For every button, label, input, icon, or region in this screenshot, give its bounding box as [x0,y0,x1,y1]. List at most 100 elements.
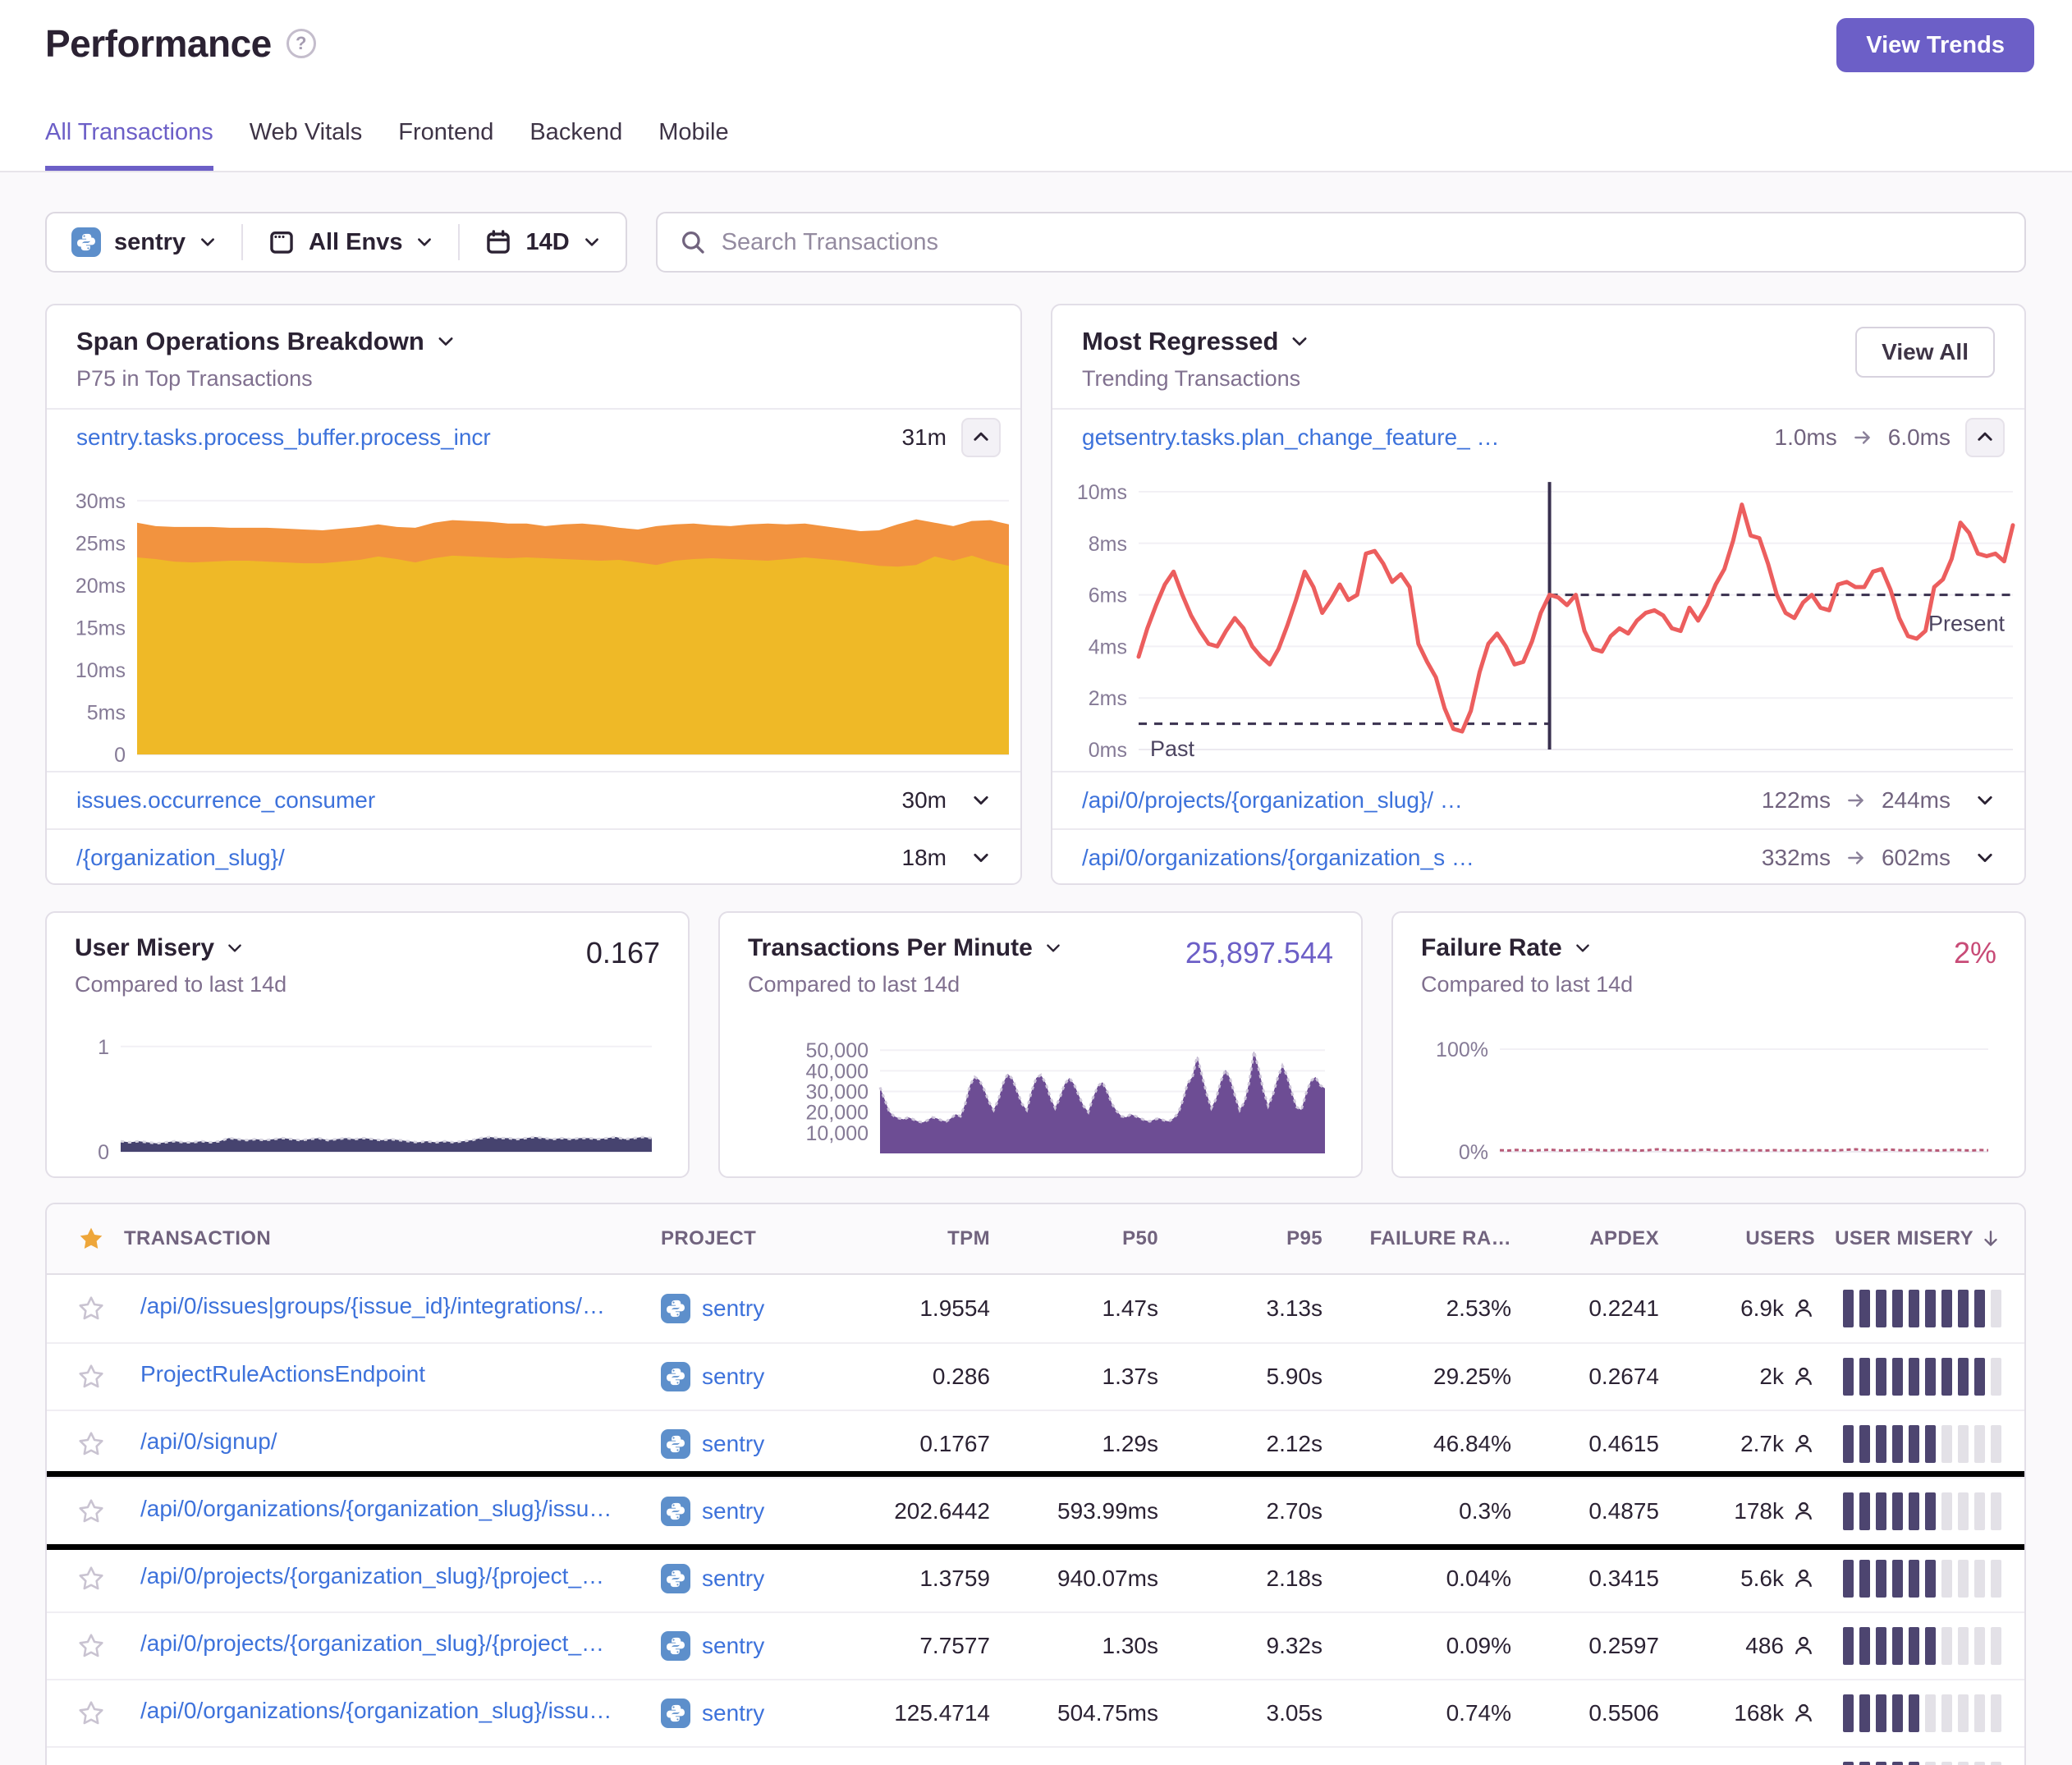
misery-bar [1859,1425,1870,1463]
span-ops-title-dropdown[interactable]: Span Operations Breakdown [76,327,456,356]
star-column-header[interactable] [58,1225,124,1253]
project-selector-label: sentry [114,228,186,255]
help-icon[interactable]: ? [286,29,316,58]
column-header-apdex[interactable]: APDEX [1589,1227,1659,1249]
misery-bar [1925,1560,1936,1598]
project-link[interactable]: sentry [702,1633,765,1658]
table-row[interactable]: /api/0/issues|groups/{issue_id}/integrat… [47,1275,2024,1342]
misery-bar [1941,1425,1952,1463]
star-toggle[interactable] [58,1295,124,1323]
column-header-users[interactable]: USERS [1745,1227,1815,1249]
tab-all-transactions[interactable]: All Transactions [45,119,213,171]
apdex-cell: 0.4875 [1588,1498,1659,1524]
regression-link[interactable]: /api/0/organizations/{organization_s … [1082,845,1474,870]
transaction-link[interactable]: /api/0/organizations/{organization_slug}… [140,1697,612,1723]
expand-button[interactable] [1965,781,2005,820]
project-link[interactable]: sentry [702,1700,765,1726]
users-cell: 178k [1659,1498,1815,1524]
star-toggle[interactable] [58,1565,124,1593]
chevron-up-icon [974,432,988,441]
column-header-p95[interactable]: P95 [1286,1227,1323,1249]
project-selector[interactable]: sentry [47,224,241,260]
project-link[interactable]: sentry [702,1566,765,1591]
view-trends-button[interactable]: View Trends [1836,18,2034,72]
tab-web-vitals[interactable]: Web Vitals [249,119,363,145]
project-link[interactable]: sentry [702,1364,765,1389]
chevron-down-icon [1575,944,1589,952]
star-toggle[interactable] [58,1632,124,1660]
user-misery-header-label: USER MISERY [1835,1227,1973,1249]
misery-bar [1941,1762,1952,1765]
most-regressed-panel: Most Regressed Trending Transactions Vie… [1051,304,2026,885]
expand-button[interactable] [961,781,1001,820]
expand-button[interactable] [961,838,1001,878]
regression-link[interactable]: /api/0/projects/{organization_slug}/ … [1082,787,1463,813]
user-misery-card: User Misery Compared to last 14d 0.167 1… [45,911,690,1178]
search-input[interactable] [721,228,2003,256]
failure-rate-cell: 2.53% [1446,1295,1511,1321]
project-link[interactable]: sentry [702,1498,765,1524]
table-row[interactable]: /api/0/projects/{organization_slug}/{pro… [47,1611,2024,1679]
column-header-p50[interactable]: P50 [1122,1227,1158,1249]
tpm-cell: 1.3759 [919,1566,990,1591]
arrow-right-icon [1848,851,1863,864]
regression-to: 244ms [1881,787,1951,813]
column-header-user-misery[interactable]: USER MISERY [1815,1227,2024,1250]
column-header-transaction[interactable]: TRANSACTION [124,1227,272,1249]
transaction-link[interactable]: /api/0/projects/{organization_slug}/{pro… [140,1562,605,1588]
environment-selector[interactable]: All Envs [241,224,458,260]
svg-text:0: 0 [98,1141,109,1164]
regression-link[interactable]: getsentry.tasks.plan_change_feature_ … [1082,424,1500,450]
most-regressed-title-dropdown[interactable]: Most Regressed [1082,327,1309,356]
user-misery-title: User Misery [75,934,215,961]
table-row[interactable] [47,1746,2024,1765]
column-header-project[interactable]: PROJECT [661,1227,757,1249]
tab-backend[interactable]: Backend [529,119,623,145]
misery-bar [1859,1560,1870,1598]
star-toggle[interactable] [58,1430,124,1458]
transaction-link[interactable]: /api/0/issues|groups/{issue_id}/integrat… [140,1292,606,1318]
star-toggle[interactable] [58,1497,124,1525]
table-row[interactable]: /api/0/projects/{organization_slug}/{pro… [47,1544,2024,1611]
span-op-row: issues.occurrence_consumer 30m [47,771,1020,828]
failure-rate-title-dropdown[interactable]: Failure Rate [1421,934,1996,962]
tab-frontend[interactable]: Frontend [398,119,494,145]
view-all-button[interactable]: View All [1855,327,1995,378]
column-header-tpm[interactable]: TPM [947,1227,990,1249]
project-link[interactable]: sentry [702,1431,765,1456]
table-header-row: TRANSACTION PROJECT TPM P50 P95 FAILURE … [47,1204,2024,1275]
python-project-icon [661,1362,690,1391]
svg-text:40,000: 40,000 [806,1060,869,1083]
table-row[interactable]: /api/0/organizations/{organization_slug}… [47,1679,2024,1746]
star-toggle[interactable] [58,1363,124,1391]
misery-bar [1876,1290,1886,1327]
tab-mobile[interactable]: Mobile [658,119,729,145]
misery-bar [1843,1492,1854,1530]
span-op-link[interactable]: sentry.tasks.process_buffer.process_incr [76,424,491,450]
transaction-link[interactable]: ProjectRuleActionsEndpoint [140,1360,426,1387]
user-misery-title-dropdown[interactable]: User Misery [75,934,660,962]
transaction-link[interactable]: /api/0/signup/ [140,1428,277,1454]
regression-from: 332ms [1761,845,1831,870]
collapse-button[interactable] [961,418,1001,457]
most-regressed-title: Most Regressed [1082,327,1279,355]
tpm-title-dropdown[interactable]: Transactions Per Minute [748,934,1333,962]
table-row[interactable]: /api/0/signup/sentry 0.1767 1.29s 2.12s 46.8… [47,1410,2024,1477]
project-link[interactable]: sentry [702,1295,765,1321]
expand-button[interactable] [1965,838,2005,878]
star-toggle[interactable] [58,1699,124,1727]
transaction-link[interactable]: /api/0/projects/{organization_slug}/{pro… [140,1630,605,1656]
misery-bar [1892,1425,1903,1463]
collapse-button[interactable] [1965,418,2005,457]
misery-bar [1991,1762,2001,1765]
span-op-link[interactable]: issues.occurrence_consumer [76,787,376,813]
misery-bar [1876,1762,1886,1765]
table-row[interactable]: ProjectRuleActionsEndpoint sentry 0.286 1.3… [47,1342,2024,1410]
transaction-link[interactable]: /api/0/organizations/{organization_slug}… [140,1495,612,1521]
span-op-link[interactable]: /{organization_slug}/ [76,845,285,870]
users-count: 2.7k [1740,1431,1784,1456]
column-header-failure-rate[interactable]: FAILURE RA… [1369,1227,1511,1249]
table-row-highlighted[interactable]: /api/0/organizations/{organization_slug}… [47,1477,2024,1544]
misery-bar [1941,1358,1952,1396]
date-range-selector[interactable]: 14D [458,224,625,260]
